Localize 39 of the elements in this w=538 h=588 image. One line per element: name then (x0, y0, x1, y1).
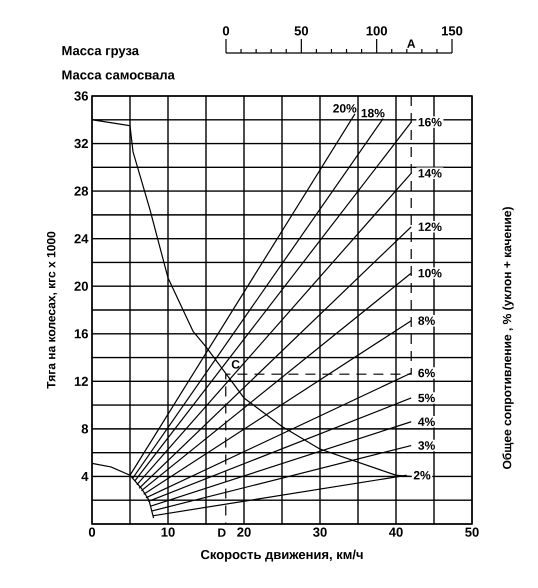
series-label: 12% (418, 222, 442, 232)
y-tick-label: 32 (74, 138, 88, 148)
annotation: D (218, 528, 226, 537)
x-tick-label: 40 (388, 528, 403, 537)
x-tick-label: 0 (88, 528, 96, 537)
series-label: 8% (418, 316, 435, 325)
y-tick-label: 36 (74, 91, 88, 101)
series-label: 18% (362, 108, 385, 118)
series-label: 14% (418, 169, 442, 178)
x2-axis-title: Масса груза (62, 46, 140, 58)
series-label: 2% (414, 471, 430, 480)
y-tick-label: 4 (81, 472, 88, 481)
x-tick-label: 20 (237, 528, 251, 537)
x2-tick-label: 100 (366, 26, 387, 36)
x-axis-title: Скорость движения, км/ч (201, 550, 363, 562)
x2-tick-label: 0 (222, 26, 230, 36)
text: Масса самосвала (62, 70, 175, 80)
y-tick-label: 16 (74, 329, 88, 338)
annotation: C (232, 360, 240, 369)
y-tick-label: 12 (74, 376, 88, 386)
series-label: 5% (418, 394, 435, 402)
series-label: 3% (418, 441, 435, 450)
x-tick-label: 30 (313, 528, 327, 537)
series-label: 6% (418, 368, 435, 378)
y-axis-title: Тяга на колесах, кгс х 1000 (46, 232, 58, 389)
x2-tick-label: 50 (294, 26, 308, 36)
y-tick-label: 20 (74, 282, 88, 291)
series-label: 4% (418, 418, 435, 426)
series-label: 16% (418, 118, 442, 126)
x2-tick-label: 150 (442, 26, 462, 36)
y-tick-label: 8 (82, 424, 88, 434)
series-label: 10% (418, 268, 442, 278)
x-tick-label: 10 (162, 528, 175, 537)
y-tick-label: 24 (74, 234, 88, 244)
text: A (407, 40, 416, 48)
x-tick-label: 50 (465, 528, 479, 537)
y-tick-label: 28 (74, 186, 88, 196)
series-label: 20% (333, 104, 356, 113)
y2-axis-title: Общее сопротивление , % (уклон + качение) (502, 207, 514, 469)
